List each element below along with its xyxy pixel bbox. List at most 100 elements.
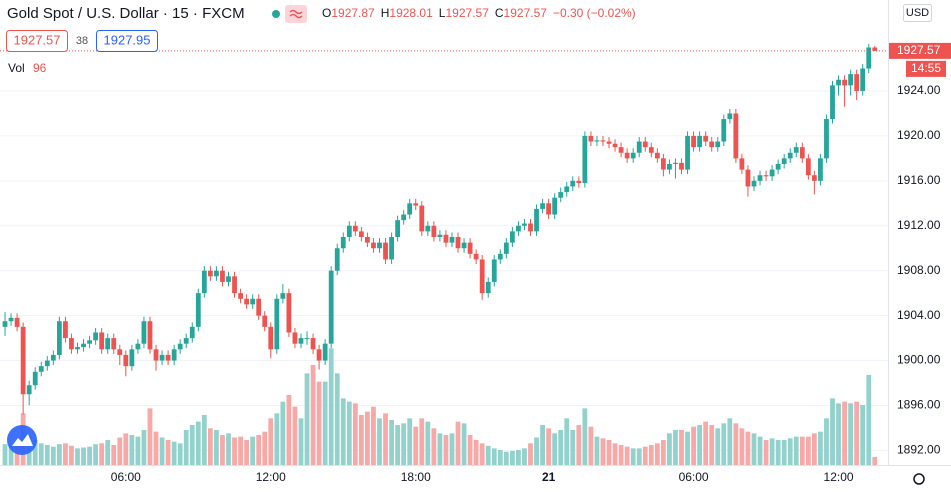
volume-bar — [189, 425, 195, 465]
volume-bar — [739, 428, 745, 465]
candle-body — [316, 349, 322, 361]
status-badge[interactable] — [285, 5, 307, 23]
candle-body — [775, 163, 781, 170]
volume-bar — [14, 445, 20, 465]
countdown-tag — [906, 60, 946, 77]
candle-body — [340, 236, 346, 249]
candle-body — [310, 338, 316, 350]
volume-bar — [860, 405, 866, 465]
volume-bar — [830, 398, 835, 465]
ohlc-letter: H — [381, 6, 390, 20]
y-tick-label: 1908.00 — [897, 263, 941, 277]
volume-bar — [733, 423, 739, 465]
volume-bar — [582, 408, 588, 465]
candle-body — [443, 234, 449, 243]
candle-body — [304, 338, 310, 340]
volume-bar — [377, 418, 382, 465]
volume-bar — [443, 435, 449, 465]
candle-body — [177, 343, 183, 350]
candle-body — [395, 220, 401, 237]
currency-box[interactable] — [903, 4, 932, 22]
volume-bar — [123, 433, 129, 465]
volume-bar — [685, 431, 690, 465]
countdown: 14:55 — [911, 61, 941, 75]
settings-icon[interactable] — [913, 473, 925, 485]
volume-bar — [389, 420, 394, 465]
volume-bar — [117, 437, 123, 465]
candle-body — [485, 281, 491, 294]
volume-bar — [811, 433, 817, 465]
volume-bar — [509, 450, 515, 465]
volume-value: 96 — [33, 61, 47, 75]
candle-body — [129, 349, 135, 367]
candle-body — [793, 147, 799, 153]
candle-body — [117, 349, 123, 355]
ohlc-letter: L — [439, 6, 446, 20]
volume-bar — [576, 425, 582, 465]
y-tick-label: 1896.00 — [897, 398, 941, 412]
candle-body — [38, 366, 44, 372]
candle-body — [419, 205, 425, 232]
candle-body — [63, 321, 68, 339]
volume-bar — [93, 444, 99, 465]
candle-body — [268, 326, 274, 350]
volume-bar — [697, 425, 703, 465]
candle-body — [32, 371, 38, 386]
logo[interactable] — [7, 425, 37, 455]
volume-bar — [588, 426, 594, 465]
volume-bar — [473, 440, 479, 465]
bid-box[interactable] — [6, 30, 68, 52]
chart-title: Gold Spot / U.S. Dollar · 15 · FXCM — [7, 5, 245, 22]
candle-body — [582, 135, 588, 184]
volume-bar — [630, 448, 636, 465]
volume-bar — [751, 433, 757, 465]
volume-bar — [642, 446, 648, 465]
candle-body — [195, 293, 201, 327]
volume-bar — [334, 373, 340, 465]
candle-body — [509, 231, 515, 243]
ask-box[interactable] — [96, 30, 158, 52]
candle-body — [848, 74, 854, 86]
candle-body — [787, 152, 793, 159]
volume-bar — [401, 423, 407, 465]
volume-bar — [371, 406, 376, 465]
volume-bar — [660, 440, 666, 465]
volume-bar — [503, 451, 509, 465]
volume-bar — [546, 428, 552, 465]
ohlc-letter: O — [322, 6, 331, 20]
volume-bar — [38, 443, 44, 465]
candle-body — [491, 259, 497, 282]
volume-bar — [866, 375, 872, 465]
volume-bar — [799, 436, 805, 465]
candle-body — [654, 152, 660, 159]
volume-bar — [461, 423, 467, 465]
candle-body — [497, 253, 503, 260]
candle-body — [280, 293, 286, 299]
volume-bar — [848, 403, 854, 465]
x-tick-label: 06:00 — [111, 470, 141, 484]
volume-bar — [842, 401, 847, 465]
candle-body — [214, 270, 219, 277]
candle-body — [715, 141, 721, 148]
candle-body — [558, 192, 564, 198]
ohlc-legend: O1927.87 H1928.01 L1927.57 C1927.57 −0.30 (−… — [322, 6, 636, 20]
candle-body — [232, 276, 237, 294]
candle-body — [679, 162, 684, 170]
volume-bar — [413, 426, 419, 465]
candle-body — [854, 74, 860, 91]
status-dot[interactable] — [272, 10, 280, 18]
candle-body — [467, 242, 473, 254]
volume-bar — [32, 440, 38, 465]
candle-body — [2, 321, 8, 327]
candle-body — [630, 152, 636, 159]
volume-bar — [425, 421, 431, 465]
candle-body — [238, 293, 243, 299]
candle-body — [69, 338, 74, 350]
volume-bar — [177, 443, 183, 465]
volume-bar — [147, 408, 153, 465]
candle-body — [389, 236, 394, 260]
volume-bar — [298, 418, 304, 465]
volume-bar — [244, 440, 250, 465]
candle-body — [552, 197, 558, 215]
